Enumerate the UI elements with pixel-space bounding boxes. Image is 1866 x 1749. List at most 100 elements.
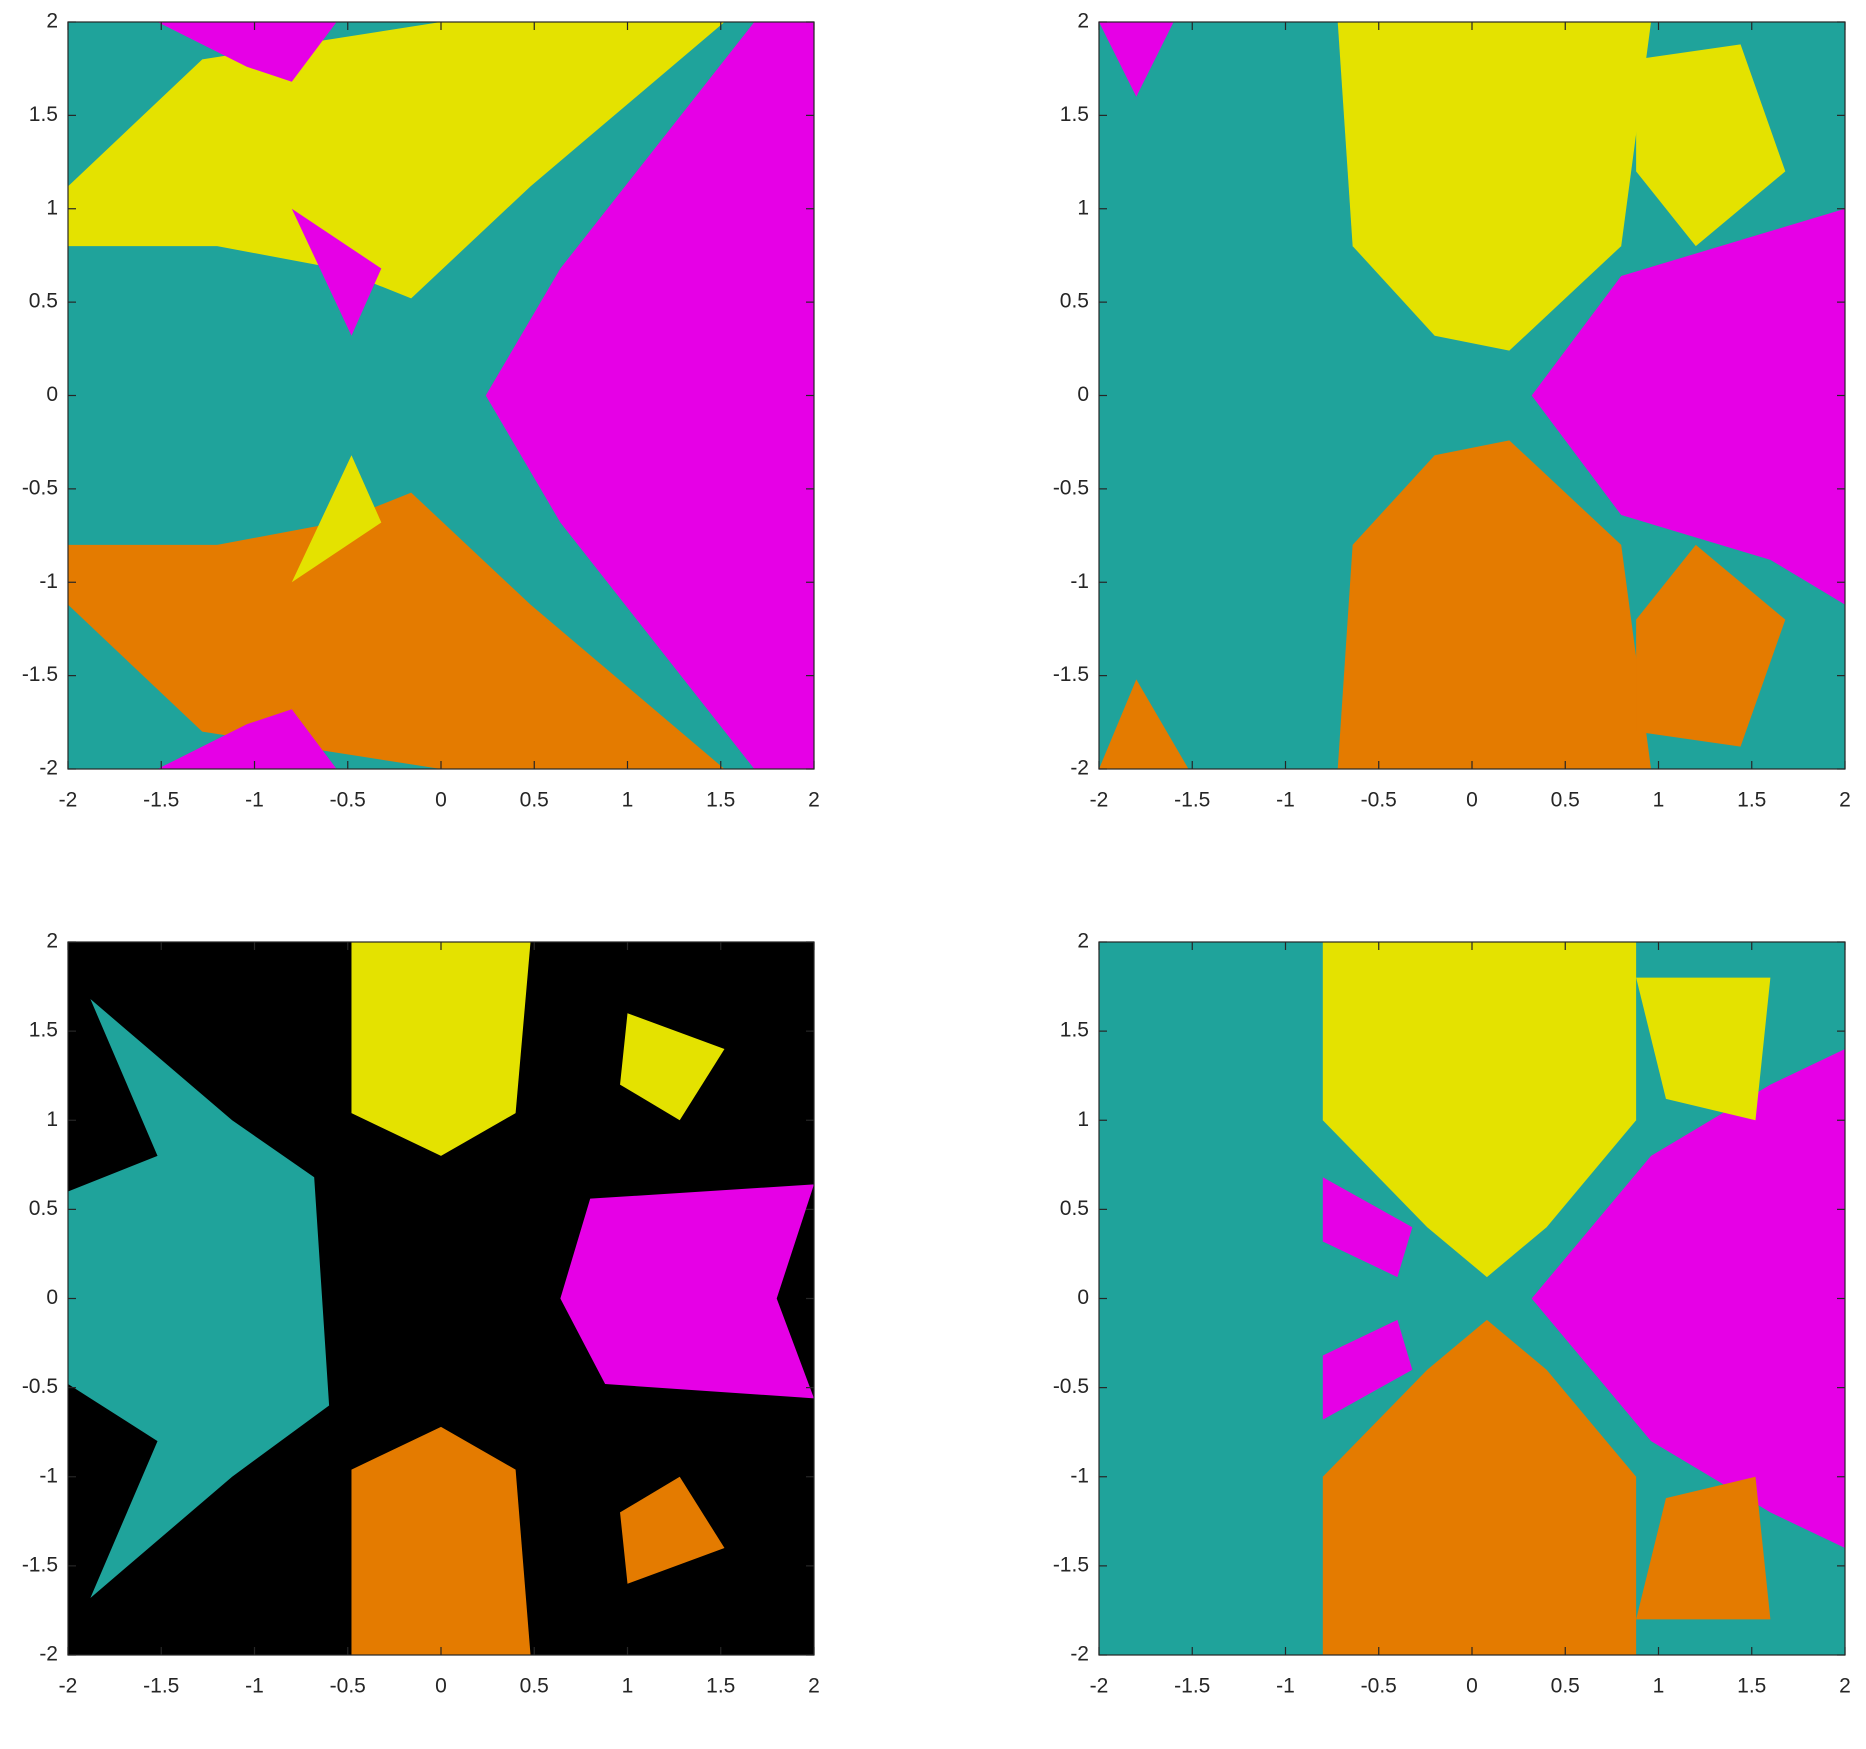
y-tick-label: -0.5	[22, 476, 58, 499]
basin-region	[620, 1476, 725, 1584]
basin-region	[485, 22, 814, 769]
basin-region	[620, 1013, 725, 1121]
basin-region	[157, 22, 337, 82]
y-tick-label: -2	[39, 757, 58, 780]
y-tick-label: 0	[1077, 1286, 1089, 1309]
x-tick-label: 0	[435, 789, 447, 812]
basin-image	[1099, 942, 1845, 1655]
basin-region	[1531, 208, 1845, 605]
y-tick-label: 1.5	[1060, 103, 1089, 126]
y-tick-label: -1	[1070, 1464, 1089, 1487]
x-tick-label: -2	[59, 1675, 78, 1698]
y-tick-label: -1.5	[22, 663, 58, 686]
x-tick-label: 0.5	[520, 789, 549, 812]
y-tick-label: 1.5	[29, 103, 58, 126]
x-tick-label: 0.5	[1551, 789, 1580, 812]
x-tick-label: 1.5	[1737, 789, 1766, 812]
basin-region	[291, 208, 382, 336]
x-tick-label: 0.5	[1551, 1675, 1580, 1698]
basin-region	[1337, 440, 1652, 769]
y-tick-label: -0.5	[22, 1375, 58, 1398]
x-tick-label: -0.5	[1361, 1675, 1397, 1698]
x-tick-label: -1	[1276, 1675, 1295, 1698]
x-tick-label: -1.5	[143, 789, 179, 812]
panel: -2 -1.5 -1 -0.5 0 0.5 1 1.5 2 -2 -1.5 -1 -0.5 0 0.5 1 1.…	[1053, 10, 1851, 812]
x-tick-label: 1	[1653, 789, 1665, 812]
basin-region	[351, 942, 531, 1156]
y-tick-label: -1.5	[1053, 1553, 1089, 1576]
x-tick-label: 2	[808, 1675, 820, 1698]
basin-region	[1322, 1177, 1413, 1278]
basin-region	[68, 22, 725, 299]
x-tick-label: -1.5	[143, 1675, 179, 1698]
x-tick-label: 1	[622, 789, 634, 812]
y-tick-label: 0.5	[29, 290, 58, 313]
x-tick-label: 0	[435, 1675, 447, 1698]
x-tick-label: 1.5	[1737, 1675, 1766, 1698]
basin-region	[1337, 22, 1652, 351]
basin-image	[1099, 22, 1845, 769]
y-tick-label: -1	[39, 570, 58, 593]
x-tick-label: -0.5	[1361, 789, 1397, 812]
y-tick-label: 0	[46, 383, 58, 406]
y-tick-label: -0.5	[1053, 1375, 1089, 1398]
x-tick-label: 1.5	[706, 1675, 735, 1698]
y-tick-label: 0.5	[1060, 1197, 1089, 1220]
x-tick-label: 2	[1839, 789, 1851, 812]
basin-image	[68, 942, 814, 1655]
y-tick-label: -2	[1070, 1643, 1089, 1666]
basin-region	[1636, 1476, 1771, 1620]
x-tick-label: -1	[1276, 789, 1295, 812]
basin-region	[1099, 679, 1189, 769]
basin-region	[157, 709, 337, 769]
y-tick-label: 2	[1077, 10, 1089, 33]
x-tick-label: -0.5	[330, 1675, 366, 1698]
y-tick-label: 1.5	[29, 1019, 58, 1042]
x-tick-label: 2	[808, 789, 820, 812]
y-tick-label: 2	[1077, 930, 1089, 953]
y-tick-label: 1	[1077, 196, 1089, 219]
x-tick-label: -0.5	[330, 789, 366, 812]
basin-image	[68, 22, 814, 769]
x-tick-label: -2	[1090, 789, 1109, 812]
x-tick-label: -1.5	[1174, 1675, 1210, 1698]
basin-region	[351, 1426, 531, 1655]
x-tick-label: 1	[1653, 1675, 1665, 1698]
y-tick-label: 0	[46, 1286, 58, 1309]
x-tick-label: 0	[1466, 1675, 1478, 1698]
basin-region	[291, 455, 382, 583]
panel: -2 -1.5 -1 -0.5 0 0.5 1 1.5 2 -2 -1.5 -1 -0.5 0 0.5 1 1.…	[1053, 930, 1851, 1698]
basin-region	[1636, 977, 1771, 1121]
basin-region	[1322, 942, 1637, 1278]
x-tick-label: -1	[245, 1675, 264, 1698]
x-tick-label: 1	[622, 1675, 634, 1698]
y-tick-label: 1	[46, 196, 58, 219]
y-tick-label: 1	[46, 1108, 58, 1131]
basin-region	[68, 492, 725, 769]
basin-region	[560, 1184, 814, 1399]
basin-region	[1531, 1048, 1845, 1549]
x-tick-label: 1.5	[706, 789, 735, 812]
y-tick-label: 1.5	[1060, 1019, 1089, 1042]
x-tick-label: 0.5	[520, 1675, 549, 1698]
basin-region	[1322, 1319, 1637, 1655]
x-tick-label: 0	[1466, 789, 1478, 812]
y-tick-label: -2	[39, 1643, 58, 1666]
x-tick-label: 2	[1839, 1675, 1851, 1698]
x-tick-label: -2	[59, 789, 78, 812]
basin-region	[1322, 1319, 1413, 1420]
y-tick-label: -1.5	[22, 1553, 58, 1576]
y-tick-label: 2	[46, 10, 58, 33]
y-tick-label: -1	[39, 1464, 58, 1487]
y-tick-label: -2	[1070, 757, 1089, 780]
panel: -2 -1.5 -1 -0.5 0 0.5 1 1.5 2 -2 -1.5 -1 -0.5 0 0.5 1 1.…	[22, 930, 820, 1698]
basin-region	[1636, 544, 1786, 747]
x-tick-label: -1.5	[1174, 789, 1210, 812]
y-tick-label: 0	[1077, 383, 1089, 406]
basin-region	[1099, 22, 1174, 97]
y-tick-label: -0.5	[1053, 476, 1089, 499]
basin-region	[68, 999, 330, 1598]
x-tick-label: -2	[1090, 1675, 1109, 1698]
